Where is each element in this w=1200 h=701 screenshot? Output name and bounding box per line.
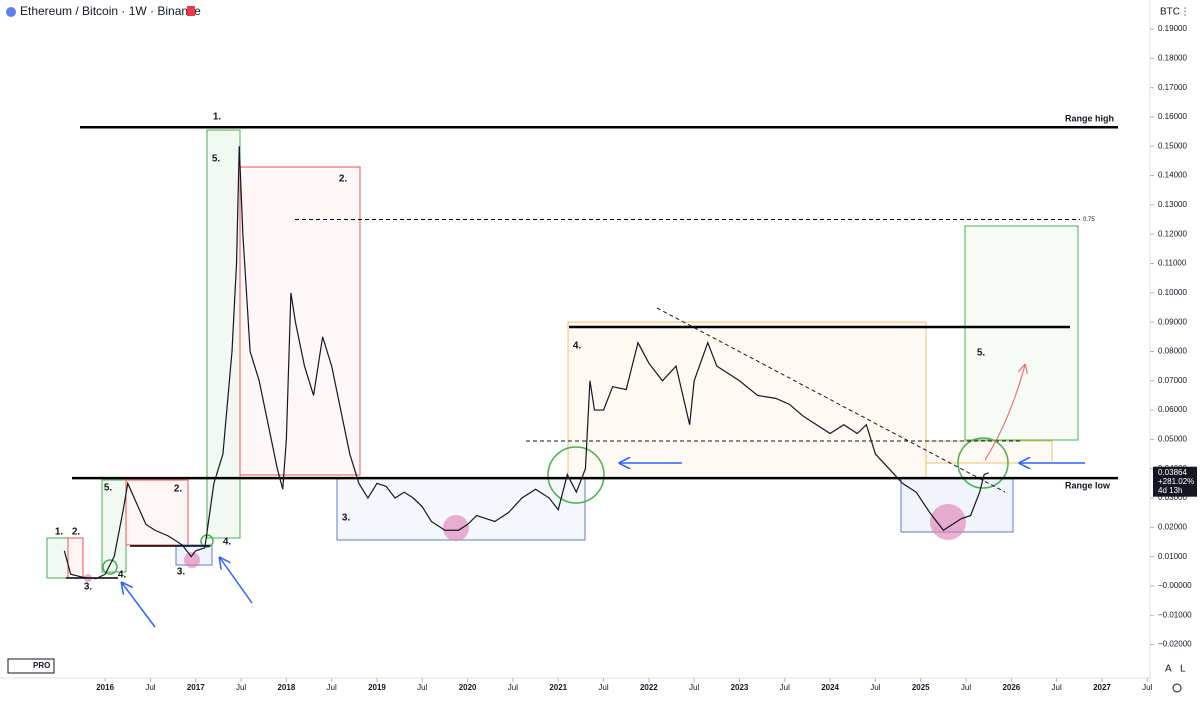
arrow [122,583,156,628]
currency-label: BTC [1160,7,1180,18]
x-tick-label: Jul [961,683,971,692]
x-tick-label: 2027 [1093,683,1111,692]
x-tick-label: Jul [1142,683,1152,692]
x-tick-label: 2016 [96,683,114,692]
price-badge-change: +281.02% [1158,477,1194,486]
x-tick-label: 2019 [368,683,386,692]
annotation: 4. [118,570,127,581]
y-tick-label: 0.14000 [1158,171,1187,180]
x-tick-label: 2023 [731,683,749,692]
highlight-ring [547,446,605,504]
y-tick-label: 0.03000 [1158,493,1187,502]
price-badge [1153,466,1197,497]
logo-text: PRO [33,661,50,670]
settings-icon[interactable] [1172,683,1182,693]
x-tick-label: 2018 [277,683,295,692]
logo [7,658,55,674]
highlight-dot [930,504,966,540]
x-tick-label: 2020 [459,683,477,692]
x-tick-label: Jul [598,683,608,692]
y-tick-label: 0.08000 [1158,347,1187,356]
y-tick-label: 0.16000 [1158,112,1187,121]
annotation: 4. [223,537,232,548]
level-label: 0.75 [1083,217,1095,223]
zone-box [239,166,361,476]
highlight-dot [443,515,469,541]
level-label: Range low [1065,480,1111,490]
zone-box [46,537,69,579]
y-tick-label: 0.10000 [1158,288,1187,297]
annotation: 2. [339,174,348,185]
y-tick-label: 0.11000 [1158,259,1187,268]
highlight-dot [184,552,200,568]
price-line [63,146,989,580]
y-tick-label: −0.02000 [1158,640,1192,649]
y-tick-label: 0.19000 [1158,24,1187,33]
annotation: 3. [177,567,186,578]
annotation: 3. [84,582,93,593]
x-tick-label: Jul [508,683,518,692]
x-tick-label: Jul [780,683,790,692]
highlight-ring [957,437,1009,489]
x-tick-label: Jul [1052,683,1062,692]
price-badge-countdown: 4d 13h [1158,486,1182,495]
x-tick-label: Jul [145,683,155,692]
y-tick-label: 0.18000 [1158,53,1187,62]
annotation: 2. [72,527,81,538]
flag-icon [187,6,195,16]
level-label: Range high [1065,114,1114,124]
y-tick-label: 0.05000 [1158,435,1187,444]
y-tick-label: 0.01000 [1158,552,1187,561]
y-tick-label: 0.07000 [1158,376,1187,385]
zone-box [964,225,1079,441]
symbol-icon [6,7,16,17]
zone-box [125,479,189,546]
chart-title: Ethereum / Bitcoin · 1W · Binance [20,4,201,18]
annotation: 1. [55,527,64,538]
highlight-ring [102,559,118,575]
y-tick-label: 0.17000 [1158,83,1187,92]
y-tick-label: 0.15000 [1158,141,1187,150]
y-tick-label: 0.12000 [1158,229,1187,238]
x-tick-label: Jul [870,683,880,692]
projection-arrow [984,365,1025,461]
x-tick-label: Jul [327,683,337,692]
trend-line [656,307,1006,493]
x-tick-label: 2025 [912,683,930,692]
arrow [220,558,253,604]
x-tick-label: 2021 [549,683,567,692]
x-tick-label: 2024 [821,683,839,692]
annotation: 4. [573,341,582,352]
y-tick-label: 0.09000 [1158,317,1187,326]
menu-icon[interactable]: ⋮ [1180,7,1190,18]
y-tick-label: 0.13000 [1158,200,1187,209]
annotation: 5. [104,483,113,494]
y-tick-label: −0.00000 [1158,581,1192,590]
y-tick-label: −0.01000 [1158,610,1192,619]
annotation: 3. [342,513,351,524]
x-tick-label: Jul [689,683,699,692]
log-button[interactable]: L [1180,664,1186,675]
annotation: 2. [174,484,183,495]
x-tick-label: 2017 [187,683,205,692]
x-tick-label: Jul [236,683,246,692]
x-tick-label: 2026 [1002,683,1020,692]
x-tick-label: Jul [417,683,427,692]
zone-box [567,321,927,479]
y-tick-label: 0.06000 [1158,405,1187,414]
annotation: 5. [212,154,221,165]
y-tick-label: 0.02000 [1158,522,1187,531]
x-tick-label: 2022 [640,683,658,692]
zone-box [206,129,241,539]
annotation: 1. [213,112,222,123]
price-badge-value: 0.03864 [1158,468,1187,477]
auto-button[interactable]: A [1165,664,1172,675]
annotation: 5. [977,348,986,359]
